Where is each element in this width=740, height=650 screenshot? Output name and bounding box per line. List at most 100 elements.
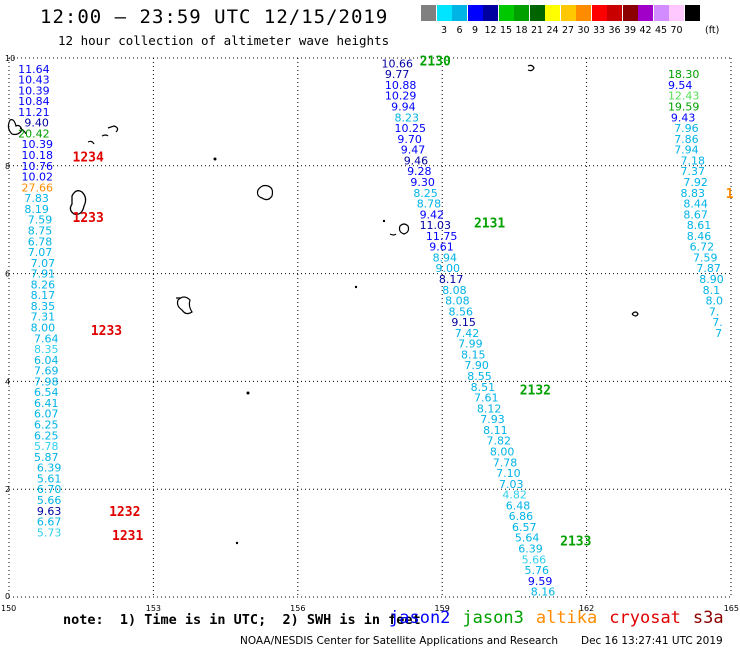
generated-timestamp: Dec 16 13:27:41 UTC 2019 — [581, 635, 723, 647]
wave-height-value: 8.55 — [467, 370, 492, 383]
pass-number-labels: 1234 1233 1233 1232 1231 2130 2131 2132 2133 1 — [73, 55, 734, 550]
wave-height-value: 5.73 — [37, 526, 62, 539]
latitude-tick-label: 2 — [5, 485, 10, 494]
island-outline — [87, 125, 119, 145]
color-scale-label: 3 — [440, 25, 448, 36]
wave-height-value: 5.66 — [522, 553, 547, 566]
color-swatch — [638, 5, 653, 21]
legend-cryosat: cryosat — [609, 608, 681, 628]
satellite-legend: jason2 jason3 altika cryosat s3a — [389, 608, 736, 628]
wave-height-value: 11.03 — [420, 219, 452, 232]
wave-height-value: 8.0 — [705, 295, 723, 308]
color-swatch — [436, 5, 452, 21]
wave-height-value: 8.67 — [683, 208, 708, 221]
wave-height-value: 12.43 — [668, 90, 700, 103]
wave-height-value: 8.25 — [413, 187, 438, 200]
wave-height-value: 7.59 — [693, 251, 718, 264]
wave-height-value: 6.78 — [28, 235, 53, 248]
wave-height-value: 6.25 — [34, 419, 59, 432]
wave-height-value: 6.25 — [34, 429, 59, 442]
wave-height-value: 10.66 — [382, 57, 414, 70]
wave-height-value: 8.16 — [531, 586, 556, 599]
pass-number-label: 1234 — [73, 151, 104, 166]
wave-height-value: 10.18 — [22, 149, 54, 162]
wave-height-value: 9.77 — [385, 68, 410, 81]
longitude-tick-label: 162 — [579, 604, 594, 613]
color-swatch — [684, 5, 700, 21]
wave-height-value: 4.82 — [502, 489, 527, 502]
wave-height-value: 11.21 — [18, 106, 49, 119]
wave-height-value: 9.00 — [435, 262, 460, 275]
color-scale-label: 21 — [530, 25, 544, 36]
latitude-tick-label: 4 — [5, 377, 10, 386]
wave-height-value: 5.66 — [37, 494, 62, 507]
wave-height-value: 7. — [712, 316, 723, 329]
wave-height-value: 10.29 — [385, 90, 417, 103]
color-swatch — [545, 5, 560, 21]
island-dot — [235, 541, 239, 545]
wave-height-value: 8.90 — [699, 273, 724, 286]
wave-height-value: 7 — [715, 327, 722, 340]
map-grid — [8, 57, 732, 598]
wave-height-value: 8.11 — [483, 424, 508, 437]
wave-height-value: 7.03 — [499, 478, 523, 491]
wave-height-value: 10.02 — [22, 171, 54, 184]
wave-height-value: 19.59 — [668, 101, 700, 114]
color-scale-label: 30 — [577, 25, 590, 36]
wave-height-value: 7.87 — [696, 262, 721, 275]
color-swatch — [653, 5, 669, 21]
island-dot — [213, 157, 217, 161]
wave-height-value: 6.57 — [512, 521, 537, 534]
wave-height-value: 7.10 — [496, 467, 521, 480]
wave-height-value: 8.1 — [703, 284, 721, 297]
color-scale-label: 39 — [623, 25, 637, 36]
color-scale-label: 15 — [499, 25, 513, 36]
longitude-tick-label: 159 — [435, 604, 450, 613]
page-subtitle: 12 hour collection of altimeter wave hei… — [58, 33, 390, 48]
pass-number-label: 1231 — [112, 529, 143, 544]
wave-height-value: 8.94 — [433, 251, 458, 264]
wave-height-measurements: 11.6410.4310.3910.8411.219.4020.4210.391… — [18, 57, 724, 598]
color-scale-label: 12 — [484, 25, 497, 36]
wave-height-value: 7.61 — [474, 392, 499, 405]
color-scale-label: 33 — [592, 25, 606, 36]
wave-height-value: 8.19 — [24, 203, 48, 216]
wave-height-value: 9.43 — [671, 111, 696, 124]
wave-height-value: 10.88 — [385, 79, 417, 92]
wave-height-value: 10.39 — [18, 84, 49, 97]
color-scale-label: 24 — [546, 25, 559, 36]
wave-height-value: 8.15 — [461, 348, 486, 361]
island-outline — [389, 223, 410, 236]
color-scale-label: 70 — [670, 25, 683, 36]
color-swatch — [622, 5, 638, 21]
island-outline — [69, 190, 87, 215]
island-outline — [527, 64, 535, 72]
wave-height-value: 8.12 — [477, 402, 502, 415]
color-scale-label: 27 — [561, 25, 575, 36]
wave-height-value: 6.70 — [37, 483, 62, 496]
wave-height-value: 8.35 — [34, 343, 59, 356]
wave-height-value: 6.04 — [34, 354, 59, 367]
wave-height-value: 7.92 — [683, 176, 708, 189]
wave-height-value: 7.86 — [674, 133, 699, 146]
longitude-tick-label: 150 — [1, 604, 16, 613]
wave-height-value: 8.08 — [445, 295, 470, 308]
wave-height-value: 7. — [709, 305, 720, 318]
color-swatch — [669, 5, 684, 21]
wave-height-value: 6.39 — [37, 462, 62, 475]
wave-height-value: 27.66 — [22, 181, 54, 194]
wave-height-value: 8.00 — [490, 445, 515, 458]
legend-jason3: jason3 — [462, 608, 524, 628]
wave-height-value: 7.42 — [455, 327, 480, 340]
color-scale-label: 36 — [608, 25, 621, 36]
wave-height-value: 5.87 — [34, 451, 59, 464]
wave-height-value: 9.70 — [397, 133, 422, 146]
wave-height-value: 7.18 — [680, 154, 705, 167]
latitude-tick-label: 6 — [5, 270, 10, 279]
legend-s3a: s3a — [692, 608, 724, 628]
wave-height-value: 5.61 — [37, 472, 62, 485]
pass-number-label: 1233 — [91, 324, 122, 339]
color-swatch — [514, 5, 529, 21]
wave-height-value: 9.59 — [528, 575, 553, 588]
